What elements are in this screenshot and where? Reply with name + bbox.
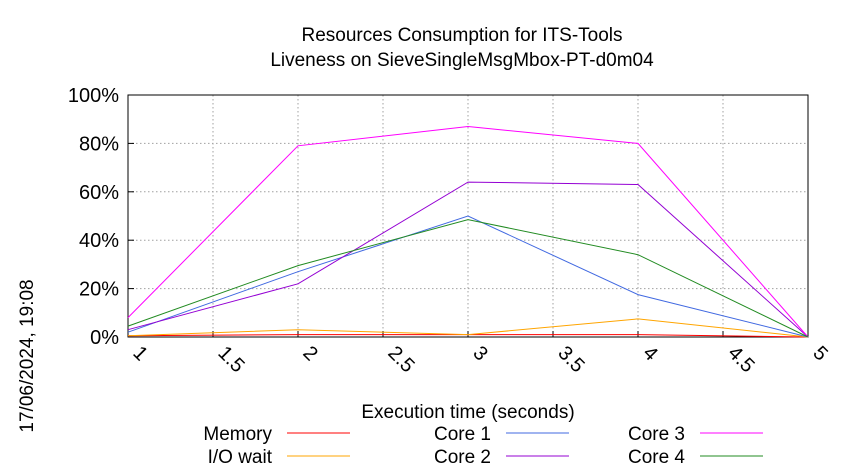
y-tick-labels: 0% 20% 40% 60% 80% 100% — [68, 85, 134, 349]
chart-title: Resources Consumption for ITS-Tools — [301, 25, 622, 46]
y-tick-label: 100% — [68, 85, 119, 107]
y-tick-label: 0% — [90, 327, 119, 349]
x-tick-label: 5 — [808, 342, 831, 365]
x-tick-label: 3 — [468, 342, 491, 365]
x-tick-label: 3.5 — [553, 342, 588, 377]
legend-label: Core 2 — [434, 447, 491, 468]
series-line-core-1 — [127, 215, 809, 338]
series-line-core-2 — [127, 181, 809, 338]
timestamp-label: 17/06/2024, 19:08 — [17, 279, 38, 432]
x-tick-label: 4.5 — [723, 342, 758, 377]
series-line-i-o-wait — [127, 318, 809, 338]
series-lines — [127, 125, 809, 338]
chart-subtitle: Liveness on SieveSingleMsgMbox-PT-d0m04 — [270, 50, 654, 71]
x-tick-label: 1.5 — [213, 342, 248, 377]
x-tick-labels: 1 1.5 2 2.5 3 3.5 4 4.5 5 — [127, 331, 832, 377]
y-tick-label: 40% — [79, 230, 119, 252]
x-tick-label: 4 — [638, 342, 661, 365]
x-tick-label: 2 — [298, 342, 321, 365]
series-line-core-4 — [127, 219, 809, 338]
y-tick-label: 60% — [79, 182, 119, 204]
y-tick-label: 80% — [79, 133, 119, 155]
legend-label: Core 1 — [434, 424, 491, 445]
x-tick-label: 1 — [128, 342, 151, 365]
series-line-core-3 — [127, 125, 809, 338]
legend-label: Core 4 — [628, 447, 685, 468]
x-axis-label: Execution time (seconds) — [361, 402, 574, 423]
legend-label: I/O wait — [208, 447, 273, 468]
y-tick-label: 20% — [79, 279, 119, 301]
x-tick-label: 2.5 — [383, 342, 418, 377]
legend-label: Memory — [203, 424, 272, 445]
legend-label: Core 3 — [628, 424, 685, 445]
